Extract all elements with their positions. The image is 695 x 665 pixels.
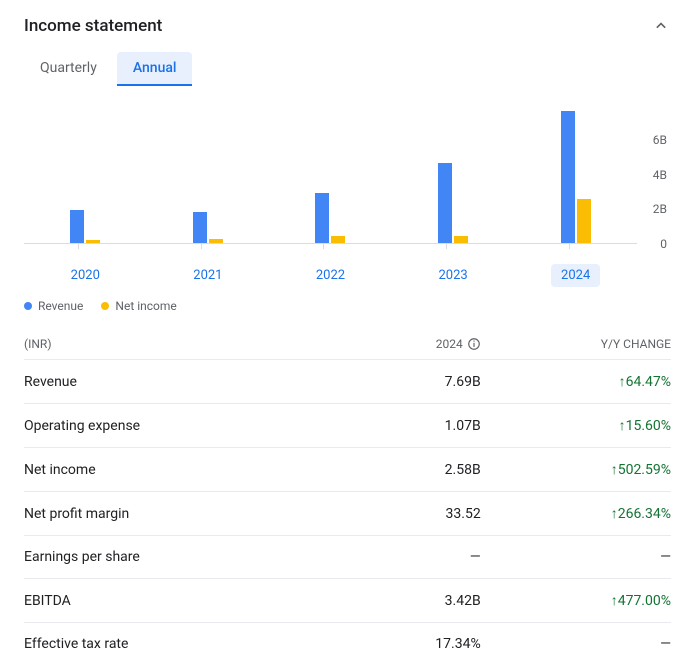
metric-value: 3.42B xyxy=(290,593,480,609)
metric-change: 502.59% xyxy=(481,461,671,478)
section-title: Income statement xyxy=(24,16,162,36)
income-chart: 02B4B6B xyxy=(24,114,671,244)
metric-label: Earnings per share xyxy=(24,549,290,565)
revenue-bar xyxy=(561,111,575,243)
year-label[interactable]: 2021 xyxy=(147,264,270,287)
netincome-bar xyxy=(209,239,223,243)
year-label[interactable]: 2024 xyxy=(514,264,637,287)
chart-x-labels: 20202021202220232024 xyxy=(24,264,671,287)
table-row: Earnings per share—— xyxy=(24,535,671,578)
year-label[interactable]: 2022 xyxy=(269,264,392,287)
revenue-bar xyxy=(193,212,207,243)
year-label[interactable]: 2023 xyxy=(392,264,515,287)
table-row: Net profit margin33.52266.34% xyxy=(24,491,671,535)
netincome-bar xyxy=(454,236,468,243)
y-tick-label: 6B xyxy=(653,133,667,147)
metric-label: EBITDA xyxy=(24,593,290,609)
table-row: Effective tax rate17.34%— xyxy=(24,622,671,665)
bar-group[interactable] xyxy=(392,114,515,243)
metric-value: 17.34% xyxy=(290,636,480,652)
netincome-swatch-icon xyxy=(101,302,109,310)
currency-label: (INR) xyxy=(24,337,290,351)
legend-netincome: Net income xyxy=(101,299,176,313)
metric-label: Net profit margin xyxy=(24,506,290,522)
metric-value: 1.07B xyxy=(290,418,480,434)
metric-change: 15.60% xyxy=(481,417,671,434)
table-row: Net income2.58B502.59% xyxy=(24,447,671,491)
netincome-bar xyxy=(577,199,591,243)
bar-group[interactable] xyxy=(269,114,392,243)
metric-change: — xyxy=(481,549,671,565)
year-label[interactable]: 2020 xyxy=(24,264,147,287)
bar-group[interactable] xyxy=(147,114,270,243)
table-header: (INR) 2024 Y/Y CHANGE xyxy=(24,329,671,359)
tab-quarterly[interactable]: Quarterly xyxy=(24,52,113,86)
period-tabs: Quarterly Annual xyxy=(24,52,671,86)
y-tick-label: 0 xyxy=(660,237,667,251)
y-tick-label: 4B xyxy=(653,168,667,182)
metric-change: 266.34% xyxy=(481,505,671,522)
table-row: Revenue7.69B64.47% xyxy=(24,359,671,403)
table-row: EBITDA3.42B477.00% xyxy=(24,578,671,622)
tab-annual[interactable]: Annual xyxy=(117,52,193,86)
metric-value: 7.69B xyxy=(290,374,480,390)
legend-netincome-label: Net income xyxy=(115,299,176,313)
change-column-header: Y/Y CHANGE xyxy=(481,337,671,351)
netincome-bar xyxy=(86,240,100,243)
metric-change: — xyxy=(481,636,671,652)
metric-value: 2.58B xyxy=(290,462,480,478)
metric-label: Operating expense xyxy=(24,418,290,434)
revenue-swatch-icon xyxy=(24,302,32,310)
value-column-header: 2024 xyxy=(290,337,480,351)
metric-label: Revenue xyxy=(24,374,290,390)
income-statement-panel: Income statement Quarterly Annual 0 2B 4B 6… xyxy=(0,0,695,665)
metric-value: — xyxy=(290,549,480,565)
revenue-bar xyxy=(438,163,452,243)
bar-group[interactable] xyxy=(24,114,147,243)
metric-label: Net income xyxy=(24,462,290,478)
table-row: Operating expense1.07B15.60% xyxy=(24,403,671,447)
metric-change: 64.47% xyxy=(481,373,671,390)
metric-change: 477.00% xyxy=(481,592,671,609)
financials-table: (INR) 2024 Y/Y CHANGE Revenue7.69B64.47%… xyxy=(24,329,671,665)
chart-legend: Revenue Net income xyxy=(24,299,671,313)
metric-label: Effective tax rate xyxy=(24,636,290,652)
legend-revenue-label: Revenue xyxy=(38,299,83,313)
revenue-bar xyxy=(315,193,329,243)
chart-plot xyxy=(24,114,637,244)
info-icon[interactable] xyxy=(467,337,481,351)
section-header: Income statement xyxy=(24,8,671,44)
chevron-up-icon[interactable] xyxy=(651,16,671,36)
netincome-bar xyxy=(331,236,345,243)
metric-value: 33.52 xyxy=(290,506,480,522)
revenue-bar xyxy=(70,210,84,243)
chart-y-axis: 02B4B6B xyxy=(637,114,671,244)
bar-group[interactable] xyxy=(514,114,637,243)
legend-revenue: Revenue xyxy=(24,299,83,313)
y-tick-label: 2B xyxy=(653,202,667,216)
